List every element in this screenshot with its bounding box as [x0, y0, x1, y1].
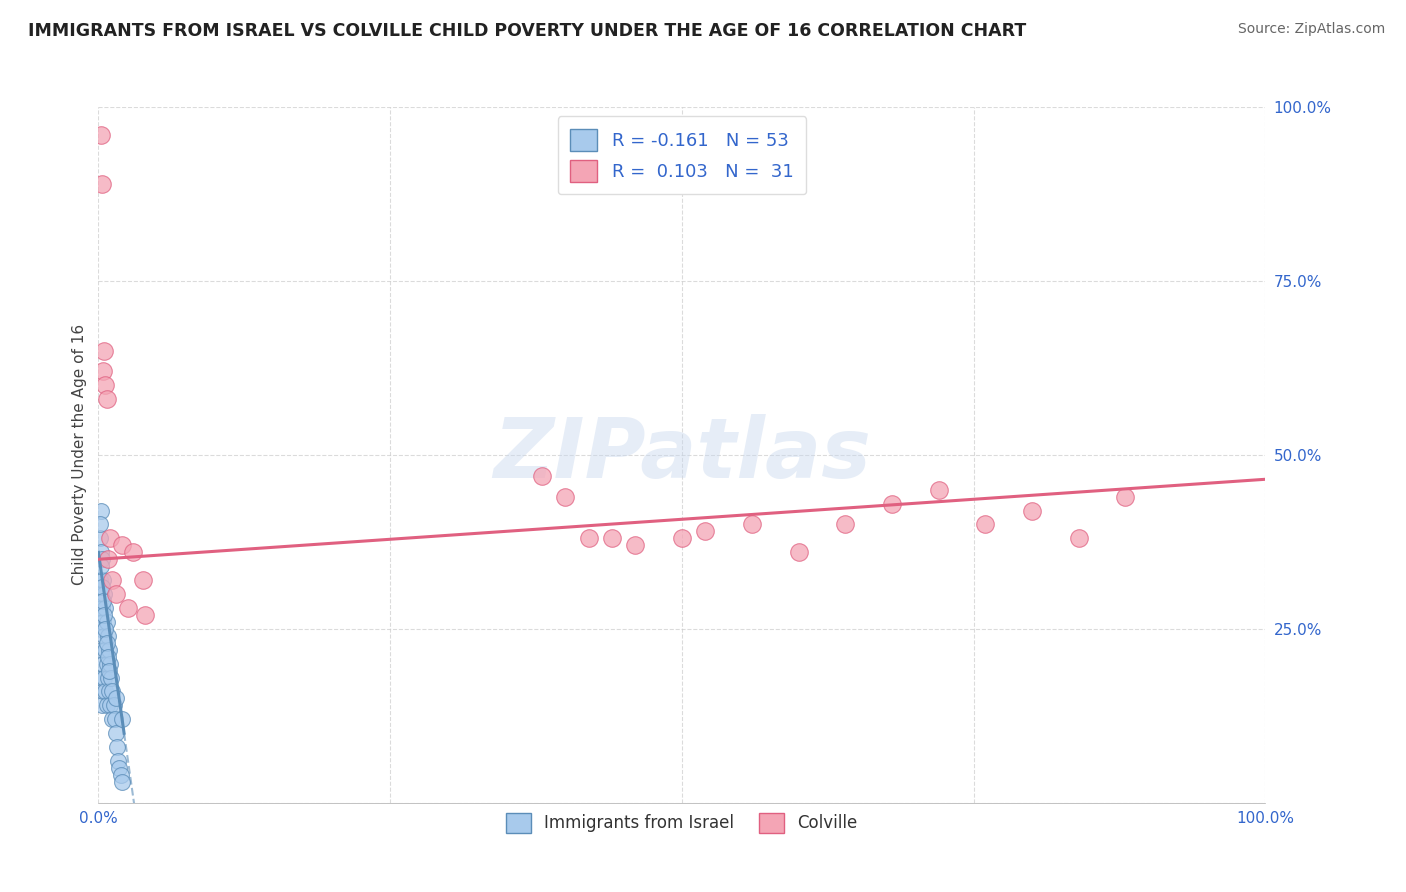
Point — [90, 671, 112, 685]
Point — [110, 768, 132, 782]
Point — [93, 607, 115, 622]
Point — [101, 712, 124, 726]
Point — [104, 712, 127, 726]
Point — [89, 601, 111, 615]
Point — [880, 497, 903, 511]
Point — [132, 573, 155, 587]
Point — [974, 517, 997, 532]
Point — [111, 712, 134, 726]
Point — [97, 671, 120, 685]
Point — [97, 649, 120, 664]
Point — [104, 691, 127, 706]
Point — [97, 552, 120, 566]
Text: ZIPatlas: ZIPatlas — [494, 415, 870, 495]
Point — [100, 671, 122, 685]
Point — [600, 532, 623, 546]
Point — [93, 343, 115, 358]
Point — [89, 532, 111, 546]
Point — [97, 642, 120, 657]
Point — [101, 684, 124, 698]
Point — [90, 545, 112, 559]
Point — [96, 392, 118, 407]
Point — [98, 698, 121, 713]
Point — [93, 671, 115, 685]
Point — [94, 684, 117, 698]
Point — [111, 538, 134, 552]
Point — [91, 684, 114, 698]
Point — [91, 657, 114, 671]
Point — [96, 615, 118, 629]
Point — [91, 594, 114, 608]
Point — [1067, 532, 1090, 546]
Point — [94, 642, 117, 657]
Point — [117, 601, 139, 615]
Point — [89, 517, 111, 532]
Point — [98, 657, 121, 671]
Point — [90, 552, 112, 566]
Point — [94, 378, 117, 392]
Point — [89, 573, 111, 587]
Point — [96, 698, 118, 713]
Point — [671, 532, 693, 546]
Point — [107, 754, 129, 768]
Point — [90, 642, 112, 657]
Point — [122, 545, 145, 559]
Y-axis label: Child Poverty Under the Age of 16: Child Poverty Under the Age of 16 — [72, 325, 87, 585]
Point — [134, 607, 156, 622]
Point — [1114, 490, 1136, 504]
Point — [787, 545, 810, 559]
Point — [530, 468, 553, 483]
Point — [624, 538, 647, 552]
Point — [93, 629, 115, 643]
Point — [90, 559, 112, 574]
Point — [93, 587, 115, 601]
Point — [97, 684, 120, 698]
Point — [91, 615, 114, 629]
Point — [695, 524, 717, 539]
Point — [554, 490, 576, 504]
Text: IMMIGRANTS FROM ISRAEL VS COLVILLE CHILD POVERTY UNDER THE AGE OF 16 CORRELATION: IMMIGRANTS FROM ISRAEL VS COLVILLE CHILD… — [28, 22, 1026, 40]
Point — [928, 483, 950, 497]
Point — [90, 601, 112, 615]
Point — [1021, 503, 1043, 517]
Point — [105, 740, 128, 755]
Legend: Immigrants from Israel, Colville: Immigrants from Israel, Colville — [499, 806, 865, 839]
Point — [94, 601, 117, 615]
Point — [96, 657, 118, 671]
Point — [91, 573, 114, 587]
Point — [97, 629, 120, 643]
Point — [90, 698, 112, 713]
Point — [90, 580, 112, 594]
Point — [90, 587, 112, 601]
Point — [104, 726, 127, 740]
Point — [103, 698, 125, 713]
Point — [90, 622, 112, 636]
Point — [90, 177, 112, 191]
Point — [91, 364, 114, 378]
Point — [90, 128, 112, 142]
Point — [94, 622, 117, 636]
Point — [741, 517, 763, 532]
Point — [96, 636, 118, 650]
Text: Source: ZipAtlas.com: Source: ZipAtlas.com — [1237, 22, 1385, 37]
Point — [90, 503, 112, 517]
Point — [834, 517, 856, 532]
Point — [97, 664, 120, 678]
Point — [108, 761, 131, 775]
Point — [111, 775, 134, 789]
Point — [578, 532, 600, 546]
Point — [101, 573, 124, 587]
Point — [98, 532, 121, 546]
Point — [104, 587, 127, 601]
